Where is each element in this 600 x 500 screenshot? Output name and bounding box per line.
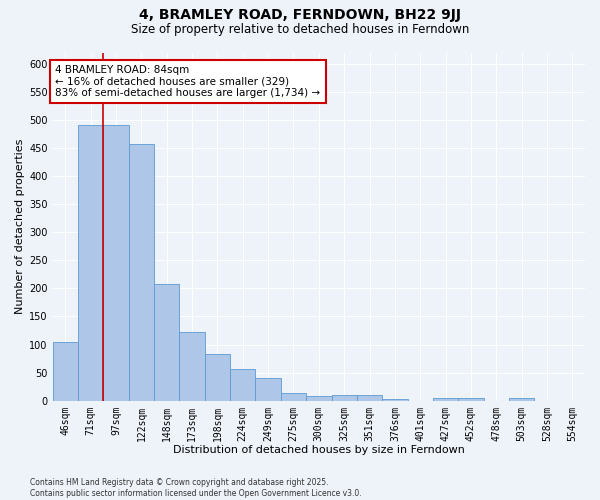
Bar (256, 378, 281, 400)
Bar (332, 394, 357, 400)
Bar (509, 398, 535, 400)
Y-axis label: Number of detached properties: Number of detached properties (15, 139, 25, 314)
Bar (433, 398, 458, 400)
X-axis label: Distribution of detached houses by size in Ferndown: Distribution of detached houses by size … (173, 445, 465, 455)
Bar (129, 144, 154, 401)
Bar (179, 332, 205, 400)
Bar (357, 394, 382, 400)
Bar (382, 399, 407, 400)
Bar (230, 368, 256, 400)
Text: Size of property relative to detached houses in Ferndown: Size of property relative to detached ho… (131, 22, 469, 36)
Bar (306, 396, 332, 400)
Bar (103, 125, 129, 400)
Bar (154, 284, 179, 401)
Bar (281, 393, 306, 400)
Bar (205, 354, 230, 401)
Text: 4 BRAMLEY ROAD: 84sqm
← 16% of detached houses are smaller (329)
83% of semi-det: 4 BRAMLEY ROAD: 84sqm ← 16% of detached … (55, 65, 320, 98)
Bar (458, 398, 484, 400)
Text: 4, BRAMLEY ROAD, FERNDOWN, BH22 9JJ: 4, BRAMLEY ROAD, FERNDOWN, BH22 9JJ (139, 8, 461, 22)
Bar (78, 125, 103, 400)
Text: Contains HM Land Registry data © Crown copyright and database right 2025.
Contai: Contains HM Land Registry data © Crown c… (30, 478, 362, 498)
Bar (53, 342, 78, 400)
